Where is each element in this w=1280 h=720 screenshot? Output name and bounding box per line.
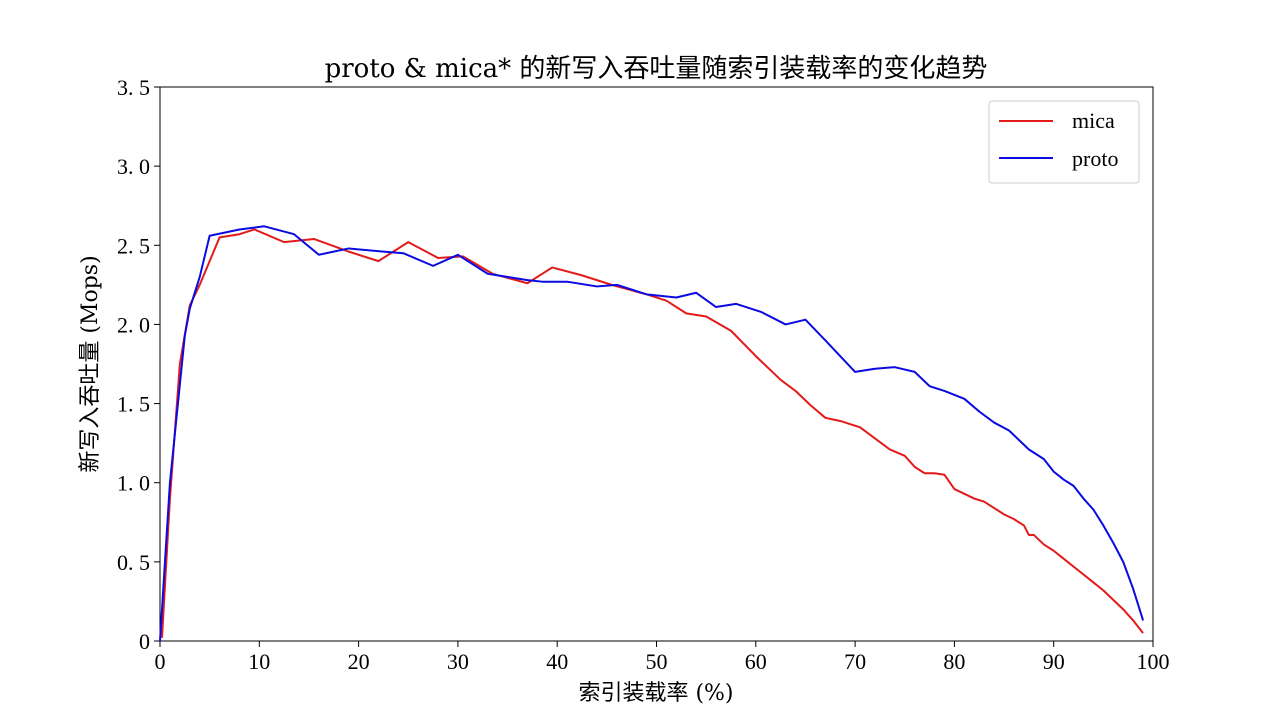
x-axis-title: 索引装载率 (%): [578, 681, 733, 706]
y-tick-label: 1. 5: [117, 392, 150, 417]
legend: mica proto: [988, 100, 1140, 184]
y-tick-label: 0. 5: [117, 550, 150, 575]
x-tick-label: 20: [348, 649, 370, 674]
y-tick-label: 3. 5: [117, 75, 150, 100]
chart-title: proto & mica* 的新写入吞吐量随索引装载率的变化趋势: [325, 54, 988, 84]
plot-area: 0 10 20 30 40 50 60 70 80 90 100 0 0. 5 1. 0 1. 5 2. 0…: [117, 75, 1170, 674]
series-lines: [159, 225, 1145, 642]
y-tick-label: 3. 0: [117, 154, 150, 179]
legend-label-mica: mica: [1072, 108, 1115, 133]
x-tick-label: 50: [646, 649, 668, 674]
x-tick-label: 80: [943, 649, 965, 674]
y-tick-label: 2. 5: [117, 233, 150, 258]
x-tick-label: 70: [844, 649, 866, 674]
series-line-mica: [160, 228, 1144, 638]
x-tick-label: 100: [1137, 649, 1170, 674]
x-tick-label: 40: [546, 649, 568, 674]
x-tick-label: 10: [248, 649, 270, 674]
x-tick-label: 90: [1043, 649, 1065, 674]
series-line-proto: [159, 225, 1145, 642]
x-tick-label: 30: [447, 649, 469, 674]
y-tick-label: 1. 0: [117, 471, 150, 496]
x-axis-ticks: 0 10 20 30 40 50 60 70 80 90 100: [155, 641, 1170, 674]
y-tick-label: 2. 0: [117, 312, 150, 337]
x-tick-label: 60: [745, 649, 767, 674]
y-axis-title: 新写入吞吐量 (Mops): [78, 255, 103, 472]
y-axis-ticks: 0 0. 5 1. 0 1. 5 2. 0 2. 5 3. 0 3. 5: [117, 75, 160, 654]
x-tick-label: 0: [155, 649, 166, 674]
legend-label-proto: proto: [1072, 146, 1118, 171]
y-tick-label: 0: [139, 629, 150, 654]
